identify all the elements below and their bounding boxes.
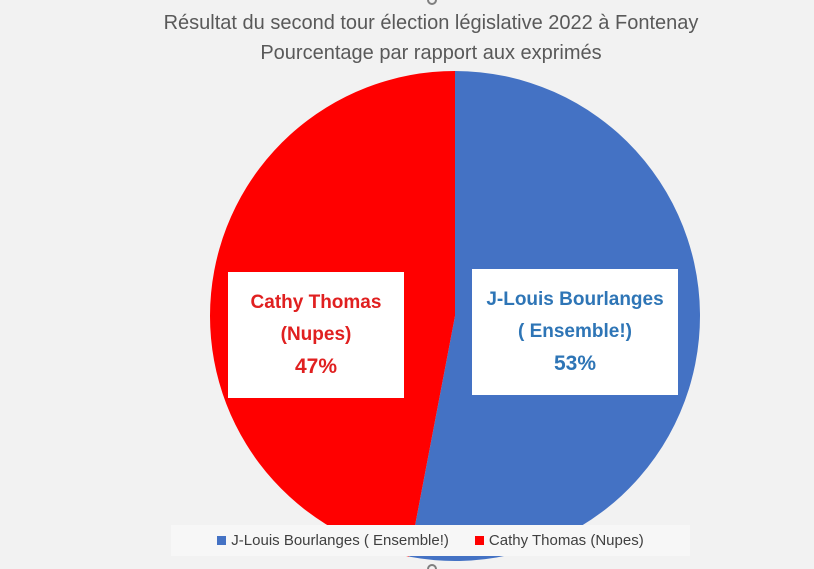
chart-title: Résultat du second tour élection législa… <box>163 12 699 34</box>
legend-label-cathy: Cathy Thomas (Nupes) <box>488 532 644 549</box>
legend-item-jlouis: J-Louis Bourlanges ( Ensemble!) <box>217 532 449 549</box>
resize-handle-top[interactable] <box>427 0 437 5</box>
data-label-jlouis-percent: 53% <box>553 352 597 375</box>
resize-handle-bottom[interactable] <box>427 564 437 569</box>
data-label-jlouis-bourlanges: J-Louis Bourlanges ( Ensemble!) 53% <box>472 269 678 395</box>
data-label-jlouis-name: J-Louis Bourlanges <box>486 289 664 310</box>
data-label-cathy-thomas: Cathy Thomas (Nupes) 47% <box>228 272 404 398</box>
chart-subtitle: Pourcentage par rapport aux exprimés <box>260 42 602 64</box>
legend-swatch-cathy <box>474 536 484 545</box>
legend-item-cathy: Cathy Thomas (Nupes) <box>474 532 644 549</box>
data-label-cathy-percent: 47% <box>294 355 338 378</box>
data-label-jlouis-party: ( Ensemble!) <box>517 321 633 342</box>
data-label-cathy-party: (Nupes) <box>280 324 352 345</box>
data-label-cathy-name: Cathy Thomas <box>250 292 382 313</box>
chart-legend: J-Louis Bourlanges ( Ensemble!) Cathy Th… <box>171 525 690 556</box>
legend-label-jlouis: J-Louis Bourlanges ( Ensemble!) <box>231 532 449 549</box>
legend-swatch-jlouis <box>217 536 227 545</box>
